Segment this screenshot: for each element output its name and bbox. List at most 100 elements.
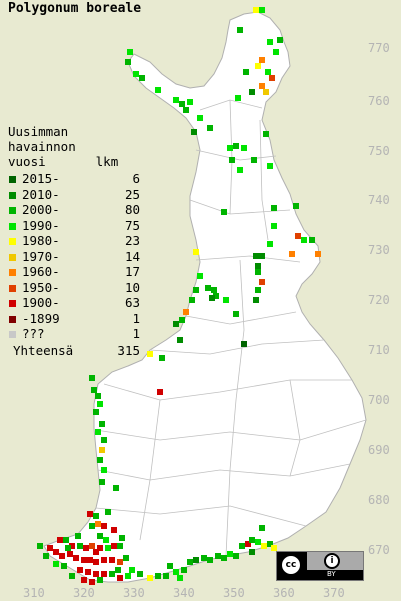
x-axis-label: 350 — [223, 586, 245, 600]
observation-dot — [109, 557, 115, 563]
observation-dot — [101, 437, 107, 443]
observation-dot — [241, 341, 247, 347]
observation-dot — [255, 539, 261, 545]
legend-row: 1900- 63 — [8, 295, 140, 311]
legend-swatch — [9, 300, 16, 308]
observation-dot — [105, 509, 111, 515]
y-axis-label: 750 — [368, 144, 390, 158]
observation-dot — [263, 131, 269, 137]
observation-dot — [227, 145, 233, 151]
observation-dot — [77, 543, 83, 549]
municipal-borders — [95, 99, 367, 557]
observation-dot — [101, 571, 107, 577]
observation-dot — [123, 555, 129, 561]
observation-dot — [101, 467, 107, 473]
observation-dot — [315, 251, 321, 257]
legend-col-year: vuosi — [8, 154, 46, 169]
observation-dot — [101, 523, 107, 529]
observation-dot — [75, 533, 81, 539]
legend-count: 17 — [124, 264, 140, 280]
legend-swatch — [9, 176, 16, 184]
observation-dot — [95, 393, 101, 399]
observation-dot — [67, 551, 73, 557]
x-axis-label: 320 — [73, 586, 95, 600]
legend-label: 1980- — [22, 233, 60, 249]
observation-dot — [189, 297, 195, 303]
observation-dot — [111, 543, 117, 549]
legend-swatch — [9, 238, 16, 246]
observation-dot — [93, 571, 99, 577]
legend-count: 75 — [124, 217, 140, 233]
observation-dot — [155, 87, 161, 93]
observation-dot — [177, 337, 183, 343]
observation-dot — [179, 317, 185, 323]
legend-header-line-1: Uusimman — [8, 124, 69, 139]
observation-dot — [233, 143, 239, 149]
observation-dot — [89, 523, 95, 529]
y-axis-label: 770 — [368, 41, 390, 55]
observation-dot — [69, 573, 75, 579]
observation-dot — [95, 429, 101, 435]
observation-dot — [139, 75, 145, 81]
observation-dot — [267, 39, 273, 45]
observation-dot — [255, 269, 261, 275]
observation-dot — [181, 567, 187, 573]
observation-dot — [237, 27, 243, 33]
map-title: Polygonum boreale — [8, 1, 142, 16]
y-axis-label: 720 — [368, 293, 390, 307]
observation-dot — [243, 69, 249, 75]
observation-dot — [259, 525, 265, 531]
x-axis-label: 310 — [23, 586, 45, 600]
observation-dot — [207, 557, 213, 563]
legend-column-headers: vuosi lkm — [8, 154, 140, 169]
observation-dot — [163, 573, 169, 579]
legend-total-count: 315 — [117, 342, 140, 358]
legend-swatch — [9, 253, 16, 261]
legend-label: 1990- — [22, 217, 60, 233]
observation-dot — [93, 513, 99, 519]
observation-dot — [221, 555, 227, 561]
observation-dot — [147, 575, 153, 581]
observation-dot — [173, 569, 179, 575]
y-axis-label: 690 — [368, 443, 390, 457]
observation-dot — [255, 287, 261, 293]
observation-dot — [113, 485, 119, 491]
observation-dot — [97, 577, 103, 583]
observation-dot — [235, 95, 241, 101]
observation-dot — [207, 125, 213, 131]
legend-count: 1 — [132, 310, 140, 326]
observation-dot — [97, 545, 103, 551]
observation-dot — [255, 63, 261, 69]
observation-dot — [115, 567, 121, 573]
observation-dot — [273, 49, 279, 55]
y-axis-label: 680 — [368, 493, 390, 507]
y-axis-label: 740 — [368, 193, 390, 207]
observation-dot — [197, 273, 203, 279]
observation-dot — [117, 575, 123, 581]
observation-dot — [271, 223, 277, 229]
observation-dot — [173, 321, 179, 327]
observation-dot — [179, 101, 185, 107]
observation-dot — [73, 555, 79, 561]
legend-row: -1899 1 — [8, 311, 140, 327]
observation-dot — [293, 203, 299, 209]
legend-count: 63 — [124, 295, 140, 311]
observation-dot — [301, 237, 307, 243]
observation-dot — [259, 83, 265, 89]
legend-label: 1960- — [22, 264, 60, 280]
observation-dot — [91, 387, 97, 393]
y-axis-label: 670 — [368, 543, 390, 557]
observation-dot — [309, 237, 315, 243]
observation-dot — [93, 559, 99, 565]
legend-label: 2010- — [22, 186, 60, 202]
observation-dot — [261, 543, 267, 549]
observation-dot — [245, 541, 251, 547]
y-axis-label: 760 — [368, 94, 390, 108]
legend-table: 2015- 6 2010- 25 2000- 80 1990- 75 1980- 23 1970- 1… — [8, 171, 140, 358]
legend-label: 2015- — [22, 171, 60, 187]
observation-dot — [267, 241, 273, 247]
x-axis-label: 330 — [123, 586, 145, 600]
observation-dot — [93, 409, 99, 415]
cc-license-badge[interactable]: cc i BY — [276, 551, 364, 581]
